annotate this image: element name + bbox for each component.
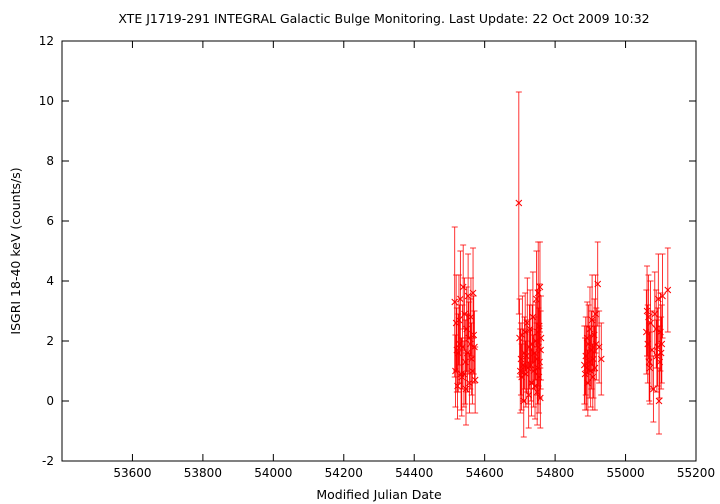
- data-point: [463, 286, 471, 372]
- data-point: [470, 295, 478, 375]
- y-tick-label: 12: [39, 34, 54, 48]
- x-marker: [536, 358, 543, 366]
- y-tick-label: 2: [46, 334, 54, 348]
- x-marker: [597, 355, 605, 363]
- x-marker: [648, 346, 656, 354]
- x-marker: [451, 298, 459, 306]
- x-marker: [454, 382, 461, 390]
- x-marker: [457, 295, 464, 303]
- x-marker: [647, 319, 654, 327]
- data-point: [659, 253, 666, 339]
- y-tick-label: 6: [46, 214, 54, 228]
- data-point: [469, 247, 477, 339]
- x-marker: [464, 292, 472, 300]
- x-marker: [455, 316, 463, 324]
- x-tick-label: 55200: [677, 466, 715, 480]
- data-point: [597, 322, 605, 396]
- data-point: [471, 346, 479, 414]
- data-point: [658, 304, 666, 384]
- chart-title: XTE J1719-291 INTEGRAL Galactic Bulge Mo…: [118, 11, 649, 26]
- data-point: [645, 322, 653, 402]
- x-tick-label: 54600: [466, 466, 504, 480]
- x-marker: [643, 307, 651, 315]
- data-point: [594, 241, 602, 327]
- data-point: [536, 241, 544, 333]
- x-marker: [594, 280, 602, 288]
- data-points: [451, 91, 672, 438]
- x-marker: [653, 352, 661, 360]
- x-marker: [591, 364, 599, 372]
- x-marker: [590, 355, 597, 363]
- plot-frame: [61, 40, 697, 462]
- x-marker: [462, 385, 470, 393]
- x-tick-label: 55000: [606, 466, 644, 480]
- x-tick-label: 54000: [254, 466, 292, 480]
- x-marker: [536, 394, 544, 402]
- y-tick-label: 4: [46, 274, 54, 288]
- x-marker: [651, 310, 659, 318]
- x-marker: [515, 199, 523, 207]
- data-point: [537, 295, 545, 381]
- x-marker: [650, 385, 657, 393]
- x-marker: [655, 397, 663, 405]
- x-marker: [523, 352, 530, 360]
- x-marker: [664, 286, 672, 294]
- axis-ticks: [62, 40, 697, 462]
- y-tick-label: -2: [42, 454, 54, 468]
- x-marker: [537, 334, 545, 342]
- x-marker: [527, 361, 535, 369]
- data-point: [657, 316, 665, 390]
- y-tick-label: 10: [39, 94, 54, 108]
- data-point: [664, 247, 672, 333]
- x-marker: [658, 340, 666, 348]
- x-tick-label: 53800: [184, 466, 222, 480]
- x-tick-label: 54800: [536, 466, 574, 480]
- x-tick-label: 54400: [395, 466, 433, 480]
- x-marker: [469, 289, 477, 297]
- x-marker: [536, 283, 544, 291]
- y-axis-label: ISGRI 18-40 keV (counts/s): [8, 167, 23, 334]
- x-marker: [471, 376, 479, 384]
- y-tick-label: 0: [46, 394, 54, 408]
- data-point: [653, 319, 661, 393]
- data-point: [536, 325, 543, 399]
- x-tick-labels: 53600 53800 54000 54200 54400 54600 54800 55000…: [113, 466, 715, 480]
- x-marker: [454, 349, 462, 357]
- data-point: [515, 91, 523, 315]
- x-tick-label: 54200: [325, 466, 363, 480]
- x-marker: [657, 349, 665, 357]
- x-marker: [459, 283, 467, 291]
- y-tick-label: 8: [46, 154, 54, 168]
- x-marker: [645, 358, 653, 366]
- x-tick-label: 53600: [113, 466, 151, 480]
- data-point: [527, 328, 535, 402]
- x-axis-label: Modified Julian Date: [316, 487, 442, 502]
- x-marker: [470, 331, 478, 339]
- y-tick-labels: -2 0 2 4 6 8 10 12: [39, 34, 54, 468]
- data-point: [454, 313, 462, 393]
- x-marker: [659, 292, 666, 300]
